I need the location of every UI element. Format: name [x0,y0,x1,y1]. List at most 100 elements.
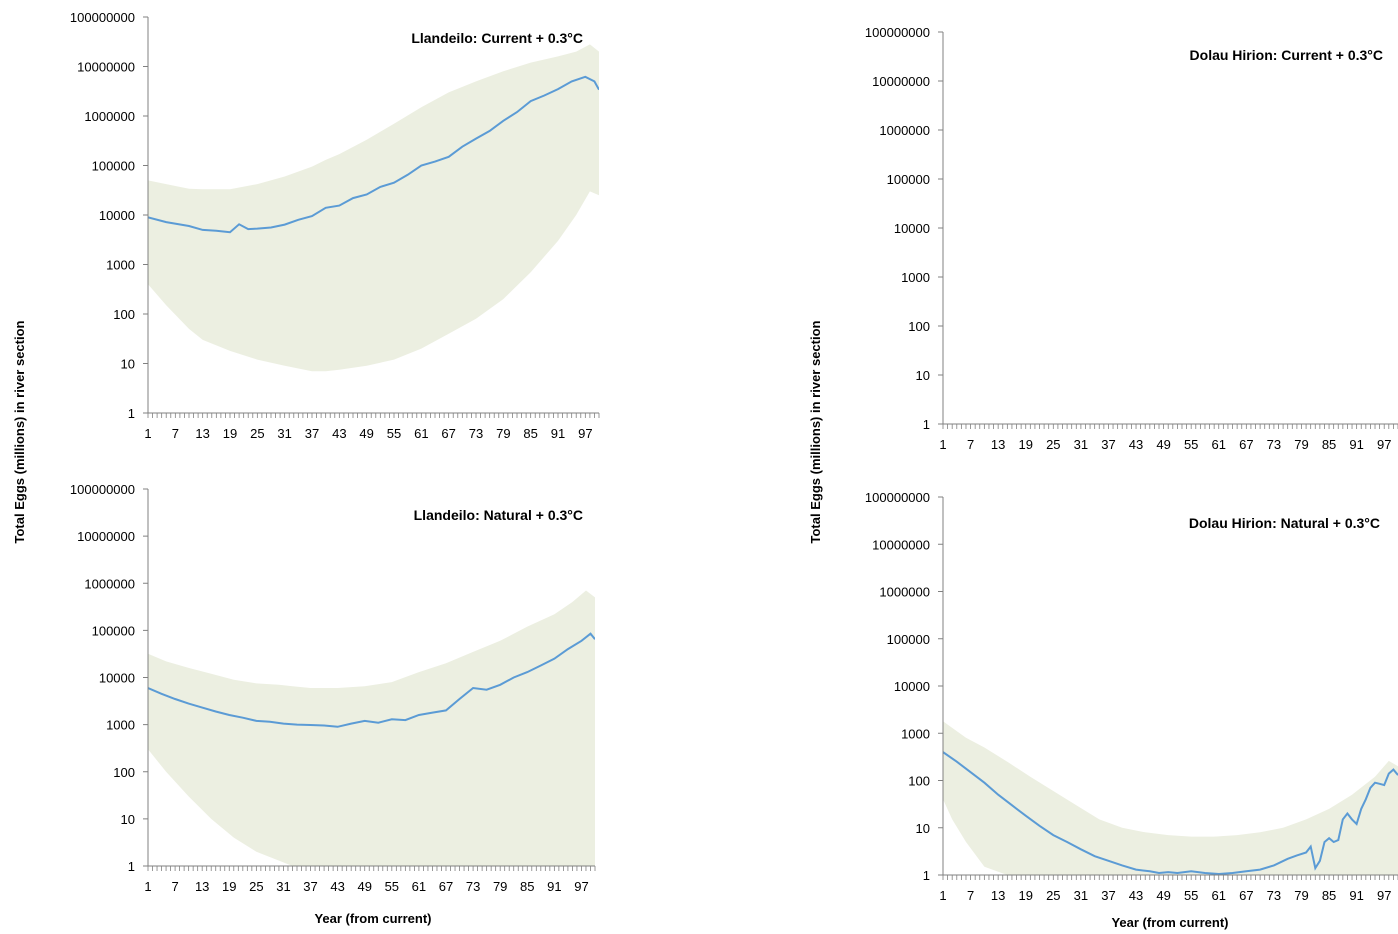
chart-panel-dolau-hirion-natural: 1 10 100 1000 10000 100000 1000000 10000000 1000… [865,490,1398,903]
chart-title: Llandeilo: Natural + 0.3°C [414,507,583,523]
x-tick-label: 25 [1046,888,1060,903]
x-tick-label: 31 [277,426,291,441]
x-tick-label: 61 [412,879,426,894]
chart-panel-llandeilo-natural: 1 10 100 1000 10000 100000 1000000 10000000 1000… [70,482,596,894]
y-tick-label: 1 [923,868,930,883]
x-tick-label: 55 [385,879,399,894]
y-tick-label: 1000 [901,270,930,285]
x-tick-label: 37 [1101,888,1115,903]
y-tick-label: 100 [908,774,930,789]
y-axis-title-left: Total Eggs (millions) in river section [12,320,27,543]
y-tick-label: 100000000 [70,482,135,497]
mean-line [943,751,1398,875]
x-tick-label: 1 [144,426,151,441]
x-tick-label: 19 [1018,888,1032,903]
y-tick-label: 100000 [887,172,930,187]
y-tick-label: 100 [908,319,930,334]
x-tick-label: 73 [469,426,483,441]
confidence-band [148,44,599,372]
x-tick-label: 43 [1129,437,1143,452]
x-tick-label: 25 [1046,437,1060,452]
x-tick-label: 7 [171,879,178,894]
y-tick-label: 1000 [106,258,135,273]
x-tick-label: 85 [520,879,534,894]
y-tick-label: 1000000 [879,123,930,138]
x-tick-label: 19 [1018,437,1032,452]
x-tick-label: 79 [1294,888,1308,903]
x-tick-label: 13 [195,426,209,441]
x-tick-label: 79 [493,879,507,894]
y-tick-label: 1000000 [84,576,135,591]
plot-area [148,590,595,866]
x-tick-label: 67 [1239,888,1253,903]
x-tick-label: 97 [578,426,592,441]
chart-panel-dolau-hirion-current: 1 10 100 1000 10000 100000 1000000 10000000 1000… [865,25,1398,452]
x-tick-label: 67 [441,426,455,441]
confidence-band [943,721,1398,875]
x-tick-label: 7 [967,888,974,903]
y-tick-label: 100 [113,765,135,780]
x-tick-label: 37 [305,426,319,441]
x-tick-label: 1 [939,888,946,903]
y-tick-label: 1 [128,859,135,874]
x-tick-label: 13 [991,437,1005,452]
y-tick-label: 1 [128,406,135,421]
x-tick-label: 55 [387,426,401,441]
y-tick-label: 1000 [901,726,930,741]
chart-panel-llandeilo-current: 1 10 100 1000 10000 100000 1000000 10000000 1000… [70,10,600,441]
x-tick-label: 37 [1101,437,1115,452]
x-tick-label: 19 [223,426,237,441]
x-tick-label: 85 [1322,888,1336,903]
y-tick-label: 100000 [887,632,930,647]
x-tick-label: 1 [144,879,151,894]
mean-line [148,632,595,728]
y-tick-label: 100000 [92,623,135,638]
x-tick-label: 61 [1212,437,1226,452]
x-tick-label: 85 [1322,437,1336,452]
x-tick-label: 25 [249,879,263,894]
x-tick-label: 49 [1156,888,1170,903]
x-tick-label: 49 [357,879,371,894]
x-tick-label: 7 [172,426,179,441]
x-tick-label: 55 [1184,888,1198,903]
x-tick-label: 43 [332,426,346,441]
y-tick-label: 10000 [99,671,135,686]
y-tick-label: 100000 [92,159,135,174]
x-tick-label: 7 [967,437,974,452]
x-tick-label: 31 [276,879,290,894]
x-tick-label: 73 [466,879,480,894]
y-tick-label: 100 [113,307,135,322]
x-tick-label: 79 [496,426,510,441]
chart-title: Dolau Hirion: Natural + 0.3°C [1189,515,1380,531]
x-tick-label: 79 [1294,437,1308,452]
x-tick-label: 43 [1129,888,1143,903]
y-tick-label: 10 [916,368,930,383]
y-tick-label: 10000000 [77,529,135,544]
y-tick-label: 1 [923,417,930,432]
x-tick-label: 13 [991,888,1005,903]
y-tick-label: 10 [916,821,930,836]
x-tick-label: 61 [1212,888,1226,903]
x-tick-label: 31 [1074,437,1088,452]
x-tick-label: 97 [1377,437,1391,452]
y-tick-label: 100000000 [865,490,930,505]
x-tick-label: 19 [222,879,236,894]
chart-title: Llandeilo: Current + 0.3°C [411,30,583,46]
y-tick-label: 10000 [894,221,930,236]
chart-title: Dolau Hirion: Current + 0.3°C [1190,47,1383,63]
x-tick-label: 97 [574,879,588,894]
confidence-band [148,590,595,866]
x-tick-label: 49 [359,426,373,441]
x-tick-label: 91 [547,879,561,894]
x-tick-label: 67 [1239,437,1253,452]
y-tick-label: 10 [121,357,135,372]
y-tick-label: 100000000 [865,25,930,40]
x-tick-label: 97 [1377,888,1391,903]
x-tick-label: 67 [439,879,453,894]
plot-area [148,44,599,372]
x-tick-label: 73 [1267,437,1281,452]
y-tick-label: 1000 [106,718,135,733]
x-tick-label: 37 [303,879,317,894]
y-tick-label: 100000000 [70,10,135,25]
x-tick-label: 25 [250,426,264,441]
